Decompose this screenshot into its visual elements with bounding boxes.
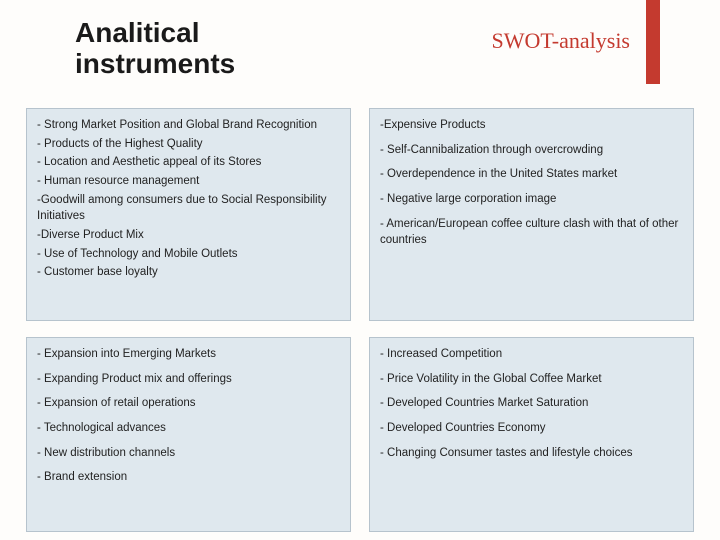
header: Analitical instruments SWOT-analysis — [0, 0, 720, 80]
swot-item: - Developed Countries Economy — [380, 420, 683, 437]
swot-item: - Price Volatility in the Global Coffee … — [380, 371, 683, 388]
swot-item: - Increased Competition — [380, 346, 683, 363]
swot-grid: - Strong Market Position and Global Bran… — [26, 108, 694, 532]
swot-item: - Use of Technology and Mobile Outlets — [37, 246, 340, 263]
swot-threats: - Increased Competition - Price Volatilit… — [369, 337, 694, 532]
swot-opportunities: - Expansion into Emerging Markets - Expan… — [26, 337, 351, 532]
swot-strengths: - Strong Market Position and Global Bran… — [26, 108, 351, 321]
swot-item: -Goodwill among consumers due to Social … — [37, 192, 340, 225]
swot-item: - Developed Countries Market Saturation — [380, 395, 683, 412]
swot-item: - American/European coffee culture clash… — [380, 216, 683, 249]
swot-item: - Expansion of retail operations — [37, 395, 340, 412]
swot-item: - Self-Cannibalization through overcrowd… — [380, 142, 683, 159]
swot-item: - Strong Market Position and Global Bran… — [37, 117, 340, 134]
swot-item: - Negative large corporation image — [380, 191, 683, 208]
swot-item: - Changing Consumer tastes and lifestyle… — [380, 445, 683, 462]
page-subtitle: SWOT-analysis — [491, 28, 630, 54]
swot-item: - New distribution channels — [37, 445, 340, 462]
swot-item: -Diverse Product Mix — [37, 227, 340, 244]
swot-item: - Brand extension — [37, 469, 340, 486]
swot-item: - Location and Aesthetic appeal of its S… — [37, 154, 340, 171]
swot-item: - Human resource management — [37, 173, 340, 190]
swot-item: - Technological advances — [37, 420, 340, 437]
page-title: Analitical instruments — [75, 18, 335, 80]
swot-item: - Overdependence in the United States ma… — [380, 166, 683, 183]
swot-item: - Expansion into Emerging Markets — [37, 346, 340, 363]
swot-item: - Customer base loyalty — [37, 264, 340, 281]
swot-item: - Expanding Product mix and offerings — [37, 371, 340, 388]
accent-bar — [646, 0, 660, 84]
swot-item: -Expensive Products — [380, 117, 683, 134]
swot-weaknesses: -Expensive Products - Self-Cannibalizatio… — [369, 108, 694, 321]
swot-item: - Products of the Highest Quality — [37, 136, 340, 153]
